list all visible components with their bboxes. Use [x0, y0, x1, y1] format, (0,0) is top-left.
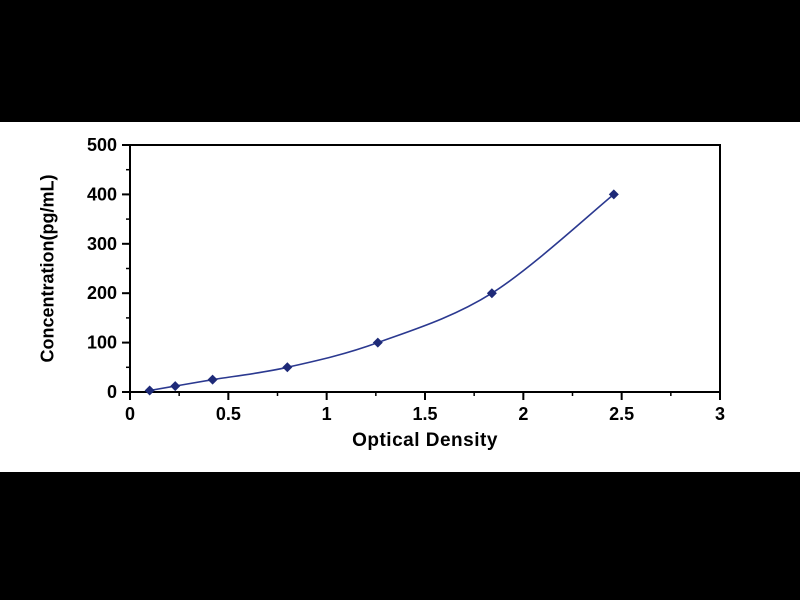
y-tick-label: 500 — [87, 135, 117, 155]
x-tick-label: 0.5 — [216, 404, 241, 424]
data-point-marker — [282, 362, 293, 373]
data-point-marker — [372, 337, 383, 348]
y-tick-label: 0 — [107, 382, 117, 402]
x-tick-label: 1 — [322, 404, 332, 424]
data-point-marker — [486, 288, 497, 299]
x-tick-label: 1.5 — [412, 404, 437, 424]
x-tick-label: 2 — [518, 404, 528, 424]
x-tick-label: 2.5 — [609, 404, 634, 424]
plot-svg: 0 0.5 1 1.5 2 2.5 3 0 100 200 300 400 500 — [87, 135, 725, 424]
y-tick-label: 100 — [87, 333, 117, 353]
x-axis-title: Optical Density — [352, 430, 498, 451]
y-tick-label: 400 — [87, 184, 117, 204]
y-tick-label: 200 — [87, 283, 117, 303]
data-point-marker — [144, 385, 155, 396]
x-tick-label: 3 — [715, 404, 725, 424]
data-point-marker — [207, 374, 218, 385]
y-tick-label: 300 — [87, 234, 117, 254]
y-axis-title: Concentration(pg/mL) — [37, 174, 58, 363]
x-tick-label: 0 — [125, 404, 135, 424]
data-point-marker — [608, 189, 619, 200]
elisa-standard-curve-chart: 0 0.5 1 1.5 2 2.5 3 0 100 200 300 400 500 Concentrat… — [0, 122, 800, 472]
plot-border — [129, 144, 721, 393]
data-point-marker — [170, 381, 181, 392]
